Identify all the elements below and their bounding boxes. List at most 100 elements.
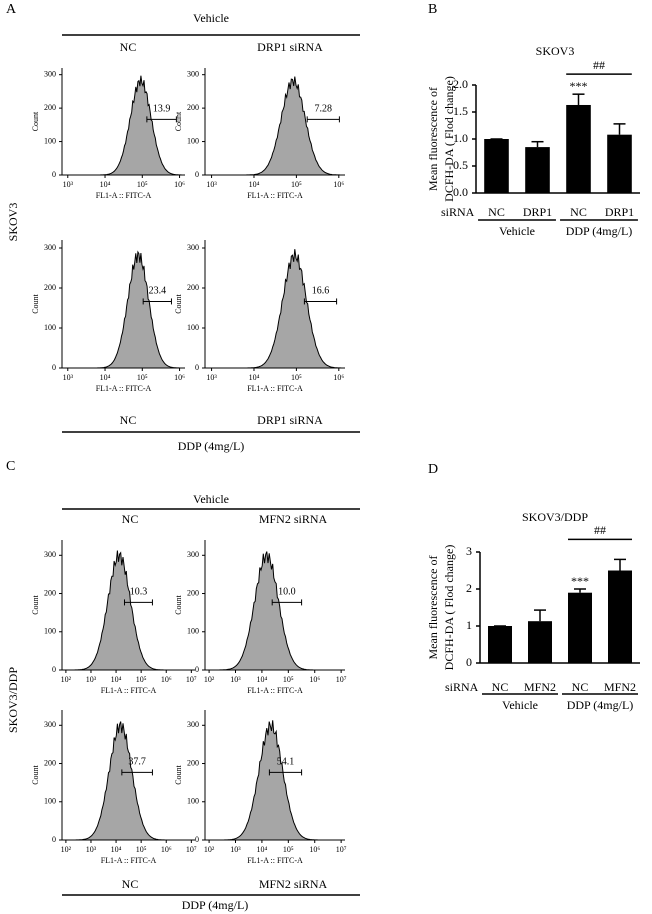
y-tick-label: 1.0: [453, 131, 468, 145]
x-tick-label: 10⁶: [333, 373, 344, 382]
histogram-curve: [205, 249, 345, 369]
x-tick-label: 10⁴: [257, 675, 268, 684]
condition-label: NC: [120, 413, 137, 427]
x-tick-label: 10²: [61, 675, 72, 684]
y-tick-label: 100: [187, 797, 199, 806]
y-tick-label: 300: [187, 70, 199, 79]
y-tick-label: 100: [187, 136, 199, 145]
y-tick-label: 200: [187, 283, 199, 292]
x-tick-label: 10⁷: [186, 675, 197, 684]
y-tick-label: 0: [52, 665, 56, 674]
gate-label: 54.1: [277, 757, 295, 768]
x-tick-label: 10⁵: [136, 845, 147, 854]
condition-label: NC: [122, 512, 139, 526]
histogram-curve: [205, 76, 345, 176]
group-label: Vehicle: [502, 698, 538, 712]
y-tick-label: 100: [44, 627, 56, 636]
x-tick-label: 10⁶: [174, 373, 185, 382]
condition-label: NC: [122, 877, 139, 891]
x-tick-label: 10⁴: [100, 180, 111, 189]
histogram-curve: [62, 550, 195, 671]
y-tick-label: 3: [466, 544, 472, 558]
x-tick-label: 10³: [206, 180, 217, 189]
gate-label: 37.7: [128, 757, 146, 768]
y-axis-label: Count: [174, 594, 183, 614]
x-tick-label: 10³: [86, 675, 97, 684]
x-axis-label: FL1-A :: FITC-A: [247, 191, 303, 200]
group-label: Vehicle: [193, 11, 229, 25]
y-tick-label: 300: [187, 550, 199, 559]
x-tick-label: 10³: [86, 845, 97, 854]
x-tick-label: 10⁶: [309, 845, 320, 854]
x-tick-label: MFN2: [604, 680, 636, 694]
y-tick-label: 300: [44, 720, 56, 729]
y-tick-label: 1.5: [453, 104, 468, 118]
condition-label: MFN2 siRNA: [259, 877, 328, 891]
y-tick-label: 100: [44, 323, 56, 332]
x-tick-label: 10⁶: [161, 675, 172, 684]
panel-letter: A: [6, 2, 17, 17]
y-tick-label: 0: [195, 835, 199, 844]
y-tick-label: 100: [187, 323, 199, 332]
x-axis-label: FL1-A :: FITC-A: [247, 856, 303, 865]
group-label: DDP (4mg/L): [566, 224, 633, 238]
gate-label: 13.9: [153, 104, 171, 115]
x-tick-label: NC: [492, 680, 509, 694]
group-label: DDP (4mg/L): [567, 698, 634, 712]
x-tick-label: 10⁴: [249, 373, 260, 382]
bar: [608, 570, 632, 663]
histogram-curve: [62, 75, 185, 176]
panel-letter: B: [428, 2, 437, 17]
histogram-curve: [205, 720, 345, 841]
x-axis-label: FL1-A :: FITC-A: [96, 384, 152, 393]
x-tick-label: 10⁶: [174, 180, 185, 189]
x-tick-label: NC: [488, 205, 505, 219]
y-tick-label: 0: [195, 665, 199, 674]
x-tick-label: 10⁶: [333, 180, 344, 189]
condition-label: NC: [120, 40, 137, 54]
group-label: DDP (4mg/L): [178, 439, 245, 453]
x-tick-label: 10⁵: [283, 675, 294, 684]
x-axis-label: FL1-A :: FITC-A: [247, 384, 303, 393]
y-axis-label: Count: [31, 594, 40, 614]
y-tick-label: 200: [187, 588, 199, 597]
group-label: Vehicle: [193, 492, 229, 506]
x-axis-label: FL1-A :: FITC-A: [247, 686, 303, 695]
y-tick-label: 0.0: [453, 185, 468, 199]
x-tick-label: 10²: [204, 675, 215, 684]
bar: [566, 104, 591, 193]
y-tick-label: 2.0: [453, 77, 468, 91]
x-tick-label: 10⁵: [137, 373, 148, 382]
panel-letter: C: [6, 459, 15, 474]
y-axis-label: DCFH-DA ( Flod change): [442, 76, 456, 202]
x-tick-label: 10⁴: [111, 845, 122, 854]
significance: ***: [570, 79, 588, 93]
y-tick-label: 0: [195, 170, 199, 179]
row-label: siRNA: [441, 205, 475, 219]
significance: ##: [593, 58, 605, 72]
significance: ##: [594, 523, 606, 537]
y-tick-label: 2: [466, 581, 472, 595]
x-tick-label: 10⁵: [136, 675, 147, 684]
bar: [488, 626, 512, 663]
y-tick-label: 200: [44, 283, 56, 292]
x-tick-label: 10⁵: [137, 180, 148, 189]
y-tick-label: 200: [187, 103, 199, 112]
y-tick-label: 200: [44, 103, 56, 112]
x-tick-label: 10³: [230, 675, 241, 684]
x-tick-label: 10⁴: [100, 373, 111, 382]
gate-label: 16.6: [312, 286, 330, 297]
x-tick-label: NC: [572, 680, 589, 694]
y-axis-label: Count: [31, 111, 40, 131]
gate-label: 10.0: [278, 587, 296, 598]
y-tick-label: 0: [466, 655, 472, 669]
x-tick-label: 10⁵: [291, 373, 302, 382]
x-tick-label: 10⁷: [186, 845, 197, 854]
y-axis-label: Count: [174, 111, 183, 131]
y-tick-label: 1: [466, 618, 472, 632]
x-tick-label: DRP1: [605, 205, 634, 219]
gate-label: 7.28: [315, 104, 333, 115]
y-tick-label: 300: [44, 243, 56, 252]
bar: [528, 621, 552, 663]
